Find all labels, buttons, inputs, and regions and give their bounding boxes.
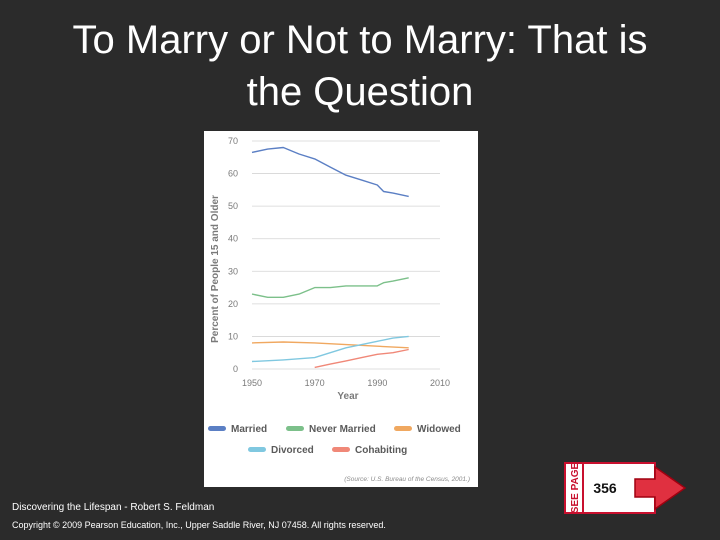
y-axis-label: Percent of People 15 and Older [210,195,221,343]
x-tick-label: 1990 [367,378,387,388]
y-tick-label: 0 [233,364,238,374]
arrow-right-icon [634,465,687,511]
legend-label: Cohabiting [355,445,407,456]
y-tick-label: 60 [228,169,238,179]
legend-swatch [248,447,266,452]
page-number: 356 [593,480,617,496]
legend-label: Widowed [417,424,461,435]
legend-swatch [394,426,412,431]
x-tick-label: 1950 [242,378,262,388]
series-line-never-married [251,277,409,299]
axes: 0 10 20 30 40 50 60 70 1950 1970 1990 2010 [228,136,450,388]
slide-title: To Marry or Not to Marry: That is the Qu… [72,18,648,114]
legend-label: Divorced [271,445,314,456]
y-tick-label: 30 [228,266,238,276]
x-axis-label: Year [337,391,358,402]
source-note: (Source: U.S. Bureau of the Census, 2001… [344,476,470,483]
see-page-badge[interactable]: SEE PAGE 356 [563,461,693,515]
legend-swatch [286,426,304,431]
series-line-widowed [251,341,409,349]
legend: Married Never Married Widowed Divorced Cohab… [208,424,461,456]
legend-label: Never Married [309,424,376,435]
footer-book-credit: Discovering the Lifespan - Robert S. Fel… [12,502,215,513]
x-tick-label: 2010 [430,378,450,388]
y-tick-label: 40 [228,234,238,244]
line-chart: 0 10 20 30 40 50 60 70 1950 1970 1990 2010 Percent … [208,136,470,483]
series-line-married [251,146,409,198]
y-tick-label: 20 [228,299,238,309]
y-tick-label: 10 [228,331,238,341]
series-line-divorced [251,335,409,363]
figure-panel: 0 10 20 30 40 50 60 70 1950 1970 1990 2010 Percent … [204,131,478,487]
y-tick-label: 50 [228,201,238,211]
series-lines [251,146,409,369]
footer-copyright: Copyright © 2009 Pearson Education, Inc.… [12,520,386,530]
legend-swatch [208,426,226,431]
series-line-cohabiting [314,348,409,369]
y-tick-label: 70 [228,136,238,146]
x-tick-label: 1970 [305,378,325,388]
see-page-label: SEE PAGE [570,462,581,513]
legend-swatch [332,447,350,452]
legend-label: Married [231,424,267,435]
grid-lines [252,140,440,370]
